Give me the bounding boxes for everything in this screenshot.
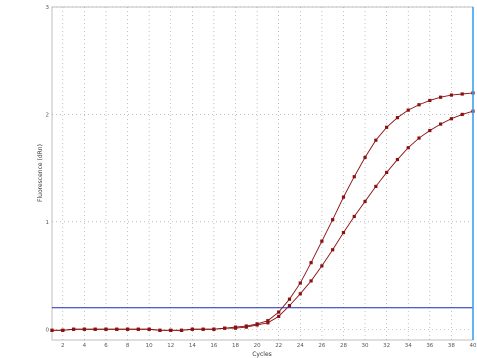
data-point bbox=[374, 184, 378, 188]
x-tick-label: 22 bbox=[275, 343, 282, 349]
x-tick-label: 24 bbox=[297, 343, 304, 349]
data-point bbox=[320, 239, 324, 243]
data-point bbox=[287, 304, 292, 308]
y-tick-label: 2 bbox=[46, 112, 50, 118]
data-point bbox=[341, 195, 346, 199]
data-point bbox=[277, 314, 281, 318]
data-point bbox=[169, 328, 173, 332]
data-point bbox=[179, 328, 184, 332]
data-point bbox=[385, 125, 389, 129]
data-point bbox=[460, 92, 464, 96]
y-tick-label: 3 bbox=[46, 5, 50, 11]
data-point bbox=[331, 248, 335, 252]
data-point bbox=[136, 327, 140, 331]
data-point bbox=[363, 155, 367, 159]
data-point bbox=[331, 218, 335, 222]
data-point bbox=[428, 128, 432, 133]
x-tick-label: 30 bbox=[362, 343, 369, 349]
data-point bbox=[93, 327, 97, 331]
data-point bbox=[363, 199, 367, 204]
data-point bbox=[255, 323, 259, 327]
data-point bbox=[395, 116, 400, 120]
data-point bbox=[428, 98, 432, 103]
x-tick-label: 40 bbox=[470, 343, 477, 349]
data-point bbox=[298, 292, 302, 296]
y-tick-label: 1 bbox=[46, 220, 50, 226]
data-point bbox=[266, 319, 270, 323]
x-tick-label: 32 bbox=[383, 343, 390, 349]
y-tick-label: 0 bbox=[46, 327, 50, 333]
series-layer bbox=[50, 91, 475, 332]
data-point bbox=[352, 214, 356, 219]
data-point bbox=[61, 328, 65, 332]
x-tick-label: 20 bbox=[254, 343, 261, 349]
data-point bbox=[212, 327, 216, 331]
x-axis-title: Cycles bbox=[252, 351, 272, 358]
data-point bbox=[417, 103, 421, 107]
data-point bbox=[277, 310, 281, 314]
data-point bbox=[50, 328, 54, 332]
x-tick-label: 8 bbox=[126, 343, 130, 349]
x-tick-label: 12 bbox=[167, 343, 174, 349]
series-2 bbox=[50, 109, 475, 332]
x-tick-label: 36 bbox=[426, 343, 433, 349]
x-tick-label: 2 bbox=[61, 343, 65, 349]
data-point bbox=[233, 326, 238, 330]
data-point bbox=[439, 122, 443, 126]
data-point bbox=[439, 95, 443, 99]
y-tick-labels: 0 1 2 3 bbox=[46, 5, 50, 333]
data-point bbox=[341, 230, 346, 235]
x-tick-label: 18 bbox=[232, 343, 239, 349]
x-tick-label: 16 bbox=[210, 343, 217, 349]
data-point bbox=[406, 108, 410, 112]
x-tick-label: 6 bbox=[104, 343, 108, 349]
data-point bbox=[244, 325, 248, 329]
data-point bbox=[158, 328, 162, 332]
data-point bbox=[449, 117, 454, 121]
x-tick-label: 4 bbox=[83, 343, 87, 349]
data-point bbox=[115, 327, 119, 331]
data-point bbox=[223, 326, 227, 330]
data-point bbox=[352, 175, 356, 179]
data-point bbox=[287, 297, 292, 301]
data-point bbox=[374, 138, 378, 142]
x-tick-label: 26 bbox=[318, 343, 325, 349]
plot-area bbox=[51, 6, 474, 341]
data-point bbox=[417, 136, 421, 140]
x-tick-label: 28 bbox=[340, 343, 347, 349]
x-tick-label: 14 bbox=[189, 343, 196, 349]
data-point bbox=[309, 261, 313, 265]
data-point bbox=[125, 327, 130, 331]
data-point bbox=[406, 146, 410, 150]
data-point bbox=[309, 279, 313, 283]
data-point bbox=[201, 327, 205, 331]
data-point bbox=[460, 112, 464, 117]
data-point bbox=[147, 327, 151, 331]
y-axis-title: Fluorescence (dRn) bbox=[37, 144, 44, 202]
data-point bbox=[320, 264, 324, 268]
data-point bbox=[190, 327, 194, 331]
data-point bbox=[385, 170, 389, 175]
data-point bbox=[82, 327, 86, 331]
data-point bbox=[449, 93, 454, 97]
series-line bbox=[52, 110, 474, 331]
data-point bbox=[298, 281, 302, 285]
x-tick-labels: 2 4 6 8 10 12 14 16 18 20 22 24 26 28 30 32 34 36 38 40 bbox=[61, 343, 477, 349]
x-tick-label: 10 bbox=[146, 343, 153, 349]
data-point bbox=[71, 327, 76, 331]
data-point bbox=[395, 157, 400, 162]
x-tick-label: 38 bbox=[448, 343, 455, 349]
data-point bbox=[266, 321, 270, 325]
x-tick-label: 34 bbox=[405, 343, 412, 349]
data-point bbox=[104, 327, 108, 331]
